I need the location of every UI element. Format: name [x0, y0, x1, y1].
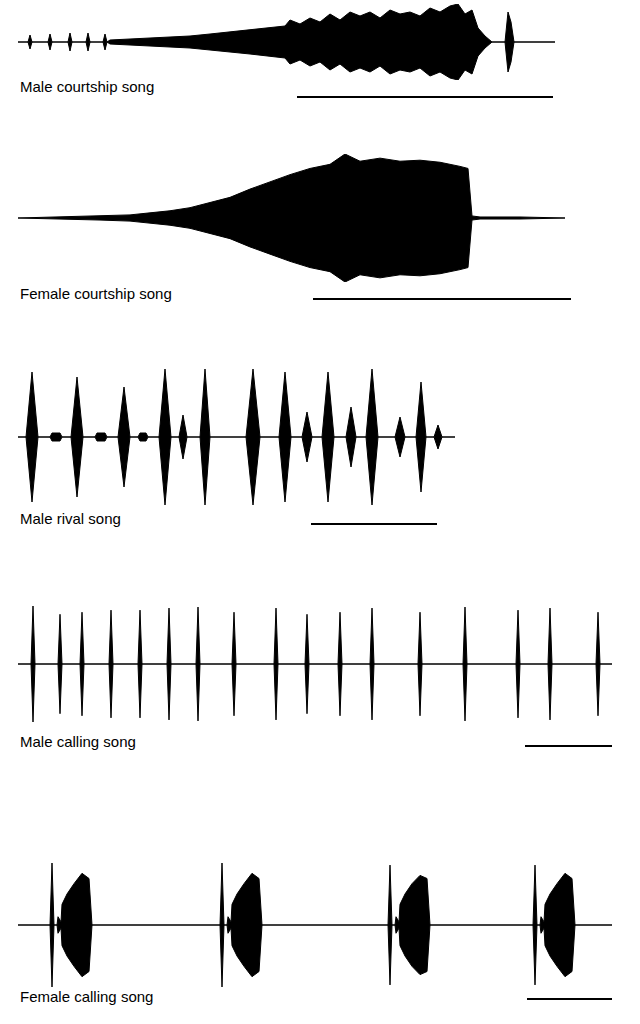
- svg-text:Male courtship song: Male courtship song: [20, 78, 154, 95]
- svg-text:Female calling song: Female calling song: [20, 988, 153, 1005]
- svg-text:Female courtship song: Female courtship song: [20, 285, 172, 302]
- svg-text:Male calling song: Male calling song: [20, 733, 136, 750]
- svg-text:Male rival song: Male rival song: [20, 510, 121, 527]
